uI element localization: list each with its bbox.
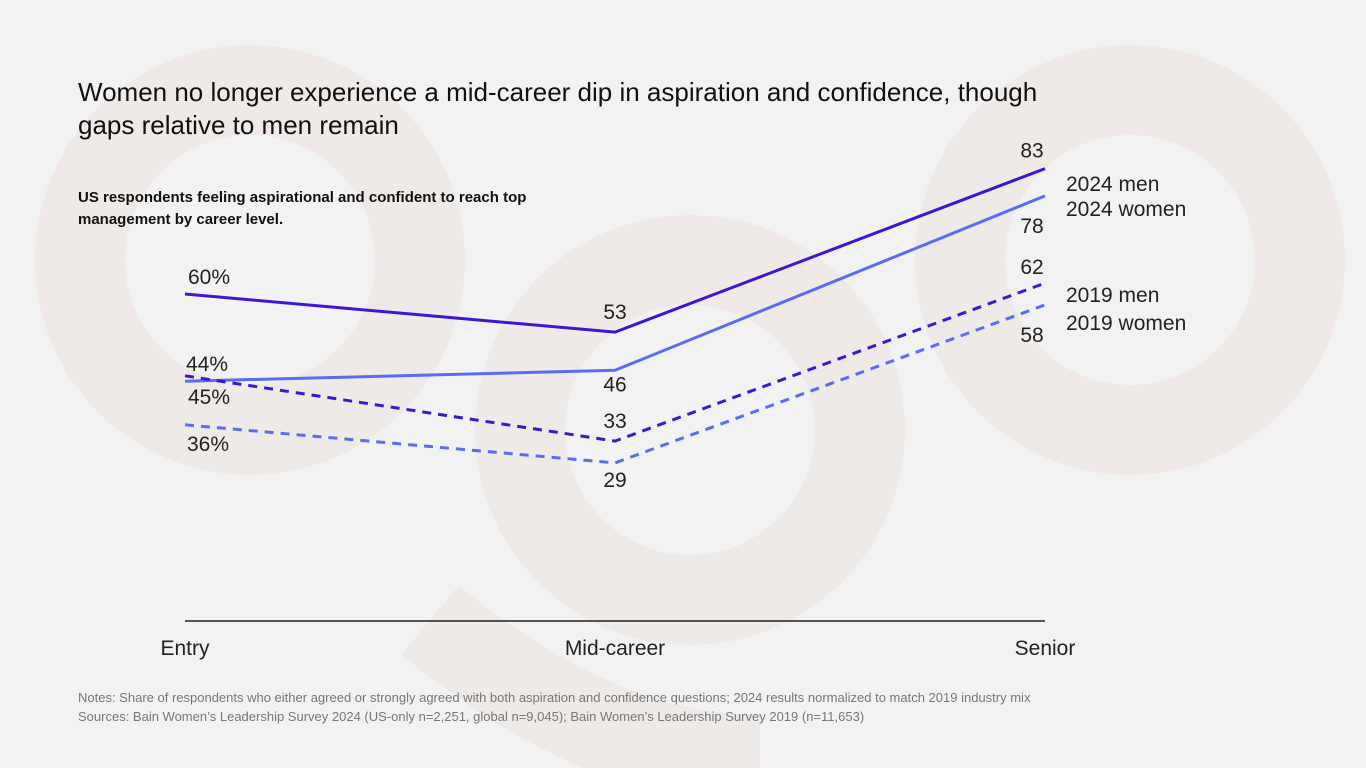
data-label-2024-women-mid-career: 46 — [603, 373, 626, 396]
data-label-2024-women-senior: 78 — [1020, 215, 1043, 238]
legend-label-2019-men: 2019 men — [1066, 284, 1159, 307]
data-label-2024-men-senior: 83 — [1020, 140, 1043, 163]
x-tick-label-senior: Senior — [1015, 637, 1076, 660]
data-label-2024-men-entry: 60% — [188, 266, 230, 289]
chart-subtitle: US respondents feeling aspirational and … — [78, 189, 527, 228]
series-line-2019-women — [184, 303, 1046, 465]
legend-label-2024-men: 2024 men — [1066, 173, 1159, 196]
data-label-2024-women-entry: 44% — [186, 353, 228, 376]
data-label-2019-women-entry: 36% — [187, 433, 229, 456]
chart-title: Women no longer experience a mid-career … — [78, 77, 1038, 140]
notes-section: Notes: Share of respondents who either a… — [78, 688, 1278, 726]
series-line-2019-men — [184, 281, 1046, 443]
legend-label-2019-women: 2019 women — [1066, 312, 1186, 335]
x-tick-label-entry: Entry — [160, 637, 210, 660]
data-label-2019-men-entry: 45% — [188, 386, 230, 409]
legend-label-2024-women: 2024 women — [1066, 198, 1186, 221]
data-label-2019-men-senior: 62 — [1020, 256, 1043, 279]
data-label-2024-men-mid-career: 53 — [603, 301, 626, 324]
data-label-2019-women-senior: 58 — [1020, 324, 1043, 347]
notes-text: Notes: Share of respondents who either a… — [78, 690, 1031, 705]
series-line-2024-men — [184, 167, 1046, 334]
sources-text: Sources: Bain Women’s Leadership Survey … — [78, 709, 865, 724]
x-tick-label-mid-career: Mid-career — [565, 637, 665, 660]
series-line-2024-women — [184, 194, 1046, 383]
data-label-2019-women-mid-career: 29 — [603, 469, 626, 492]
data-label-2019-men-mid-career: 33 — [603, 410, 626, 433]
